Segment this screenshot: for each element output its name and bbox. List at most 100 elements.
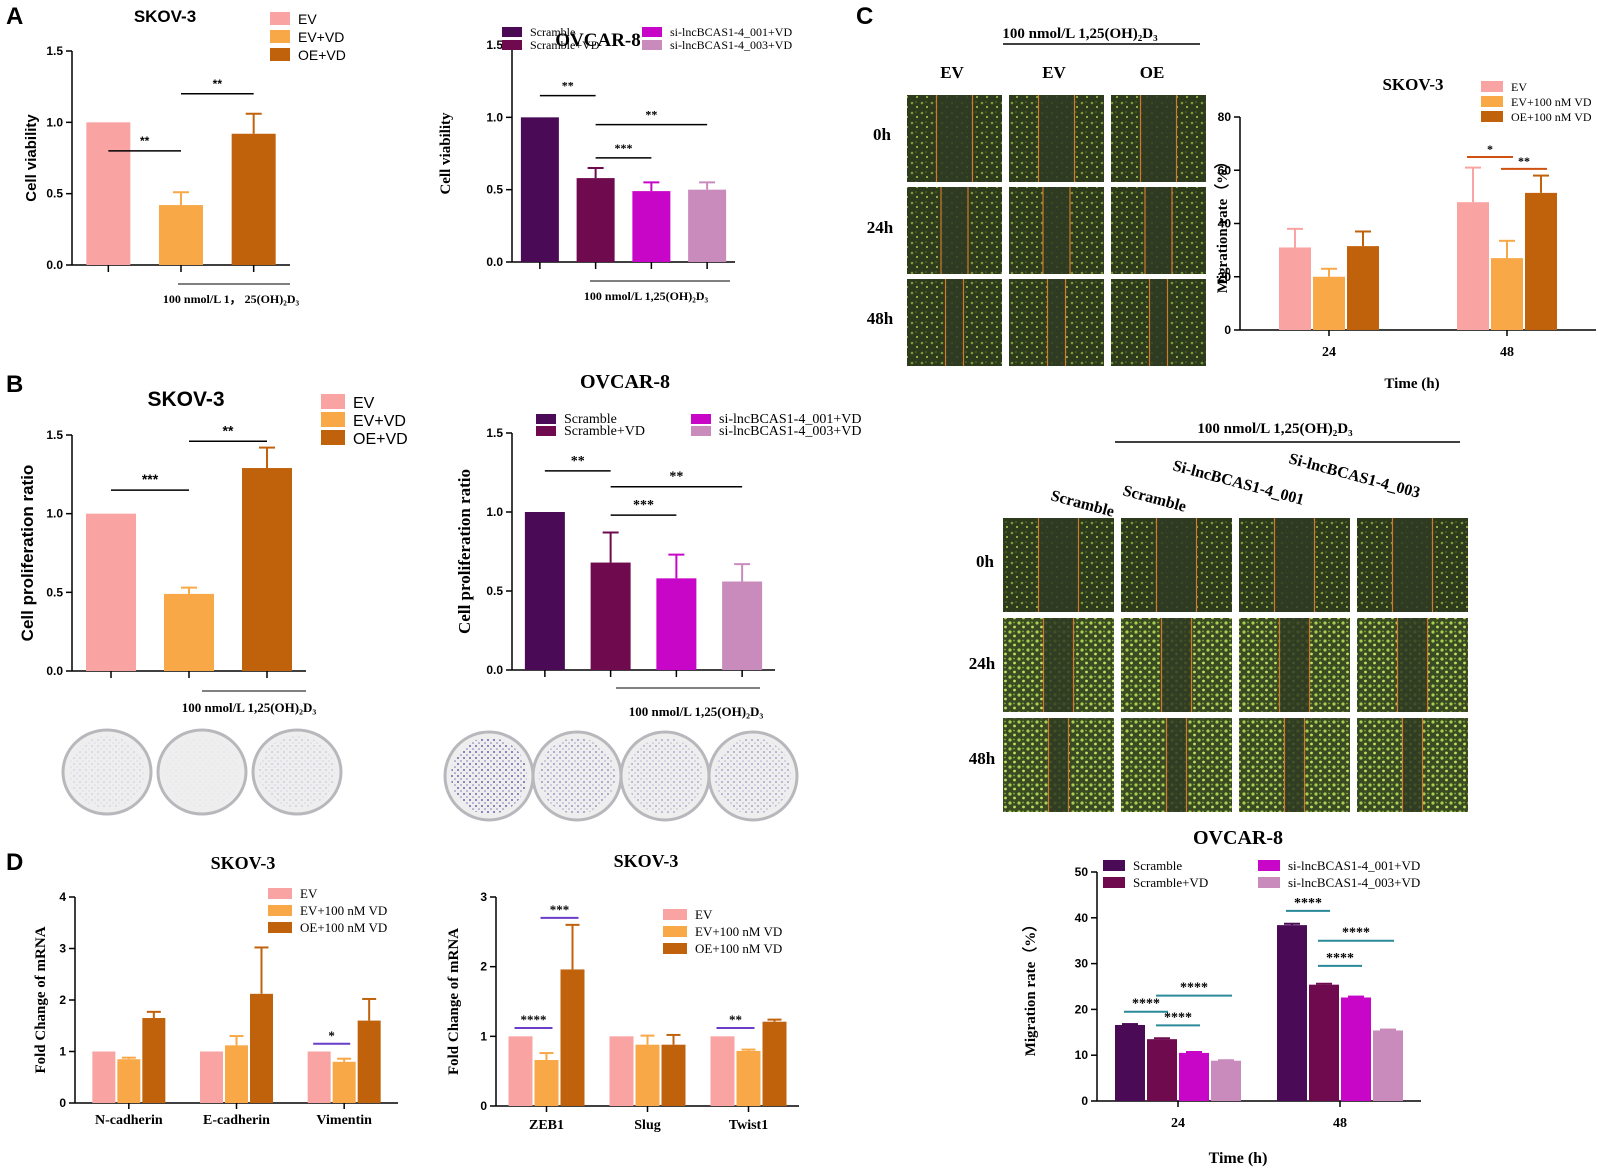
panel-label-a: A [6,3,23,30]
wound-ovcar8-treatment: 100 nmol/L 1,25(OH)₂D₃ [1197,421,1353,437]
y-tick-label: 10 [1075,1048,1089,1062]
bar [1211,1060,1241,1101]
y-tick-label: 1.0 [46,507,63,521]
panel-label-c: C [856,3,873,30]
wound-gap [1149,279,1168,366]
y-axis-label: Migration rate（%） [1213,154,1231,294]
y-tick-label: 2 [59,993,66,1007]
wound-skov3-row-24h: 24h [867,218,894,237]
legend-label: EV [695,907,713,922]
wound-gap [1166,718,1187,812]
bar [508,1036,533,1106]
wound-skov3-col-2: EV [1042,63,1066,82]
significance-label: **** [1294,896,1322,911]
bar [307,1051,331,1103]
chart-b-skov3-proliferation: SKOV-3 0.0 0.5 1.0 1.5 Cell proliferation rat… [18,388,408,715]
y-tick-label: 1.5 [46,44,63,58]
bar [1347,246,1379,330]
bar [1313,276,1345,330]
significance-label: ** [213,77,223,91]
chart-c-ovcar8-migration: OVCAR-8 0 10 20 30 40 50 Migration rate（%） Scram… [1021,827,1421,1167]
legend-label: Scramble [1133,858,1182,873]
bar [520,117,559,262]
bar [1115,1024,1145,1101]
significance-label: ** [645,108,657,122]
wound-gap [1140,95,1177,182]
chart-title: OVCAR-8 [555,30,641,51]
chart-d-skov3-emt-markers: SKOV-3 0 1 2 3 4 Fold Change of mRNA EV EV+100 n… [33,853,398,1128]
wound-gap [1284,718,1305,812]
legend-swatch [642,27,662,37]
x-tick-label: 24 [1171,1116,1185,1131]
colony-stain [627,738,703,814]
bar [1309,984,1339,1101]
bar [736,1050,761,1106]
wound-skov3-col-3: OE [1140,63,1165,82]
chart-c-skov3-migration: SKOV-3 0 20 40 60 80 Migration rate（%） EVEV+100… [1213,75,1596,392]
legend-label: EV [300,886,318,901]
legend-swatch [321,412,345,427]
legend-swatch [1103,877,1125,888]
y-tick-label: 0.0 [486,663,503,677]
chart-a-skov3-viability: SKOV-3 0.0 0.5 1.0 1.5 Cell viability EV EV+VD O… [23,7,346,306]
legend-swatch [1258,860,1280,871]
y-tick-label: 1 [480,1029,487,1043]
significance-label: **** [1132,997,1160,1012]
y-tick-label: 0.5 [46,585,63,599]
bar [722,581,763,670]
chart-d-skov3-transcription-factors: SKOV-3 0 1 2 3 Fold Change of mRNA EV EV+100 nM… [446,851,799,1133]
wound-ovcar8-row-0h: 0h [976,552,995,571]
chart-title: SKOV-3 [1382,75,1443,94]
legend-swatch [536,414,556,424]
significance-label: * [1487,142,1493,156]
colony-plates-skov3 [61,728,343,816]
y-tick-label: 60 [1218,163,1232,177]
panel-label-d: D [6,849,23,876]
bar [661,1044,686,1106]
x-tick-label: N-cadherin [95,1113,163,1128]
legend-label: Scramble+VD [530,38,600,52]
treatment-bracket-label: 100 nmol/L 1,25(OH)₂D₃ [629,704,764,719]
bar [1373,1030,1403,1101]
wound-gap [1038,95,1075,182]
bar [1491,258,1523,330]
bar [1341,997,1371,1101]
x-tick-label: 24 [1322,345,1336,360]
legend-label: Scramble [564,412,617,427]
legend-swatch [268,922,292,933]
legend-label: OE+100 nM VD [300,920,387,935]
bar [357,1020,381,1103]
legend-swatch [502,27,522,37]
significance-label: *** [615,141,633,155]
wound-gap [1402,718,1423,812]
legend-label: EV+100 nM VD [1511,95,1592,109]
wound-gap [1145,187,1172,274]
x-tick-label: 48 [1333,1116,1347,1131]
legend-label: OE+100 nM VD [1511,110,1592,124]
wound-grid-skov3: 100 nmol/L 1,25(OH)₂D₃ EV EV OE 0h 24h 4… [867,26,1206,366]
legend-swatch [268,888,292,899]
y-axis-label: Cell proliferation ratio [455,469,474,634]
bar [250,993,273,1103]
chart-title: SKOV-3 [147,388,224,411]
x-tick-label: Vimentin [316,1113,372,1128]
legend-label: OE+VD [353,431,408,448]
bar [164,593,214,671]
bar [225,1045,248,1103]
legend-label: OE+VD [298,47,346,63]
y-tick-label: 40 [1075,911,1089,925]
legend-label: Scramble [530,25,575,39]
y-tick-label: 0 [1081,1094,1088,1108]
chart-b-ovcar8-proliferation: OVCAR-8 0.0 0.5 1.0 1.5 Cell proliferation ra… [455,371,861,719]
bar [688,189,727,262]
bar [656,578,697,670]
bar [1147,1039,1177,1101]
bar [1179,1052,1209,1101]
colony-stain [259,736,335,808]
y-tick-label: 0.0 [46,664,63,678]
y-tick-label: 0.5 [486,183,503,197]
y-tick-label: 4 [59,890,66,904]
legend-swatch [270,48,290,61]
wound-grid-ovcar8: 100 nmol/L 1,25(OH)₂D₃ Scramble Scramble… [969,421,1468,812]
